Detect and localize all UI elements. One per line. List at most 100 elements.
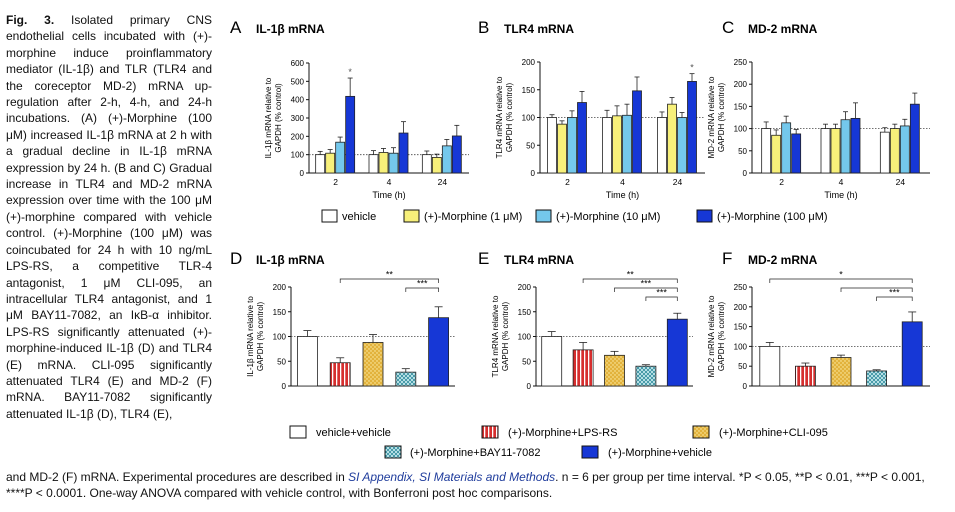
legend-label-1: (+)-Morphine+LPS-RS [508,427,617,439]
bar-d-0 [296,336,318,387]
caption-tail-end: . n = 6 per group per time interval. *P … [6,470,925,501]
y-axis-label-line: GAPDH (% control) [505,82,514,152]
bar-a-2-3 [345,95,356,174]
y-axis-label-line: IL-1β mRNA relative to [246,296,255,377]
bar-c-2-3 [791,133,802,174]
si-appendix-link[interactable]: SI Appendix, SI Materials and Methods [348,470,556,484]
bar-b-2-0 [547,117,557,174]
y-tick-label: 0 [743,382,748,391]
y-tick-label: 500 [291,77,305,86]
bar-b-2-1 [557,123,567,174]
y-tick-label: 0 [743,169,748,178]
panel-d: D IL-1β mRNA 0 50 100 150 200 IL-1β mRNA relati… [230,249,455,391]
y-tick-label: 150 [273,308,287,317]
panel-title: IL-1β mRNA [256,22,325,36]
bar-a-24-3 [451,135,462,174]
bar-c-2-1 [771,134,782,174]
panel-letter: B [478,18,489,37]
bar-b-4-1 [612,115,622,174]
legend-label-2: (+)-Morphine+CLI-095 [719,427,828,439]
y-tick-label: 300 [291,114,305,123]
y-tick-label: 0 [300,169,305,178]
x-axis-label: Time (h) [824,190,857,200]
significance-bracket [876,296,913,301]
significance-bracket [840,287,913,292]
panel-e: E TLR4 mRNA 0 50 100 150 200 TLR4 mRNA relative… [478,249,693,391]
bar-c-4-2 [840,119,851,174]
significance-mark: ** [627,270,635,280]
panel-title: MD-2 mRNA [748,22,818,36]
y-tick-label: 50 [277,357,286,366]
y-tick-label: 0 [282,382,287,391]
y-tick-label: 50 [526,141,535,150]
legend-swatch-2 [692,425,710,439]
bar-c-2-0 [761,128,772,174]
bar-c-4-0 [820,128,831,174]
bar-a-24-0 [421,154,432,174]
y-tick-label: 50 [522,357,531,366]
bar-e-4 [666,318,688,387]
bar-f-3 [866,370,887,387]
bar-a-24-2 [441,145,452,174]
x-tick-label: 4 [387,177,392,187]
figure-label: Fig. 3. [6,13,55,27]
y-axis-label-line: TLR4 mRNA relative to [495,76,504,158]
y-tick-label: 100 [518,333,532,342]
significance-bracket [645,296,678,301]
bar-b-2-3 [577,102,587,174]
y-tick-label: 150 [522,86,536,95]
bar-a-4-1 [378,152,389,174]
legend-label-4: (+)-Morphine+vehicle [608,447,712,459]
panel-a: A IL-1β mRNA 0 100 200 300 400 500 600 IL-1β mRNA… [230,18,469,200]
y-axis-label-line: MD-2 mRNA relative to [707,76,716,158]
y-tick-label: 100 [734,342,748,351]
legend-label-0: vehicle+vehicle [316,427,391,439]
significance-mark: * [839,270,843,280]
bar-d-2 [362,342,384,387]
x-tick-label: 4 [620,177,625,187]
y-tick-label: 150 [518,308,532,317]
significance-bracket [339,278,439,283]
y-axis-label-line: MD-2 mRNA relative to [707,295,716,377]
panel-title: TLR4 mRNA [504,253,574,267]
bar-b-24-1 [667,103,677,174]
legend-swatch-0 [321,209,338,223]
y-axis-label-line: GAPDH (% control) [256,301,265,371]
y-tick-label: 100 [734,125,748,134]
bar-b-4-3 [632,90,642,174]
bar-a-2-2 [335,141,346,174]
legend-swatch-4 [581,445,599,459]
bar-e-1 [572,349,594,387]
significance-bracket [769,278,913,283]
y-axis-label: TLR4 mRNA relative toGAPDH (% control) [495,76,514,158]
bar-f-2 [830,357,852,387]
y-tick-label: 100 [522,114,536,123]
y-axis-label: MD-2 mRNA relative toGAPDH (% control) [707,295,726,377]
y-axis-label-line: GAPDH (% control) [501,301,510,371]
y-axis-label-line: GAPDH (% control) [717,82,726,152]
y-axis-label-line: GAPDH (% control) [717,301,726,371]
y-tick-label: 150 [734,102,748,111]
bar-a-24-1 [431,157,442,174]
bar-c-24-0 [879,131,890,174]
y-tick-label: 100 [273,333,287,342]
panel-letter: C [722,18,734,37]
y-tick-label: 50 [738,147,747,156]
bar-c-4-1 [830,128,841,174]
y-tick-label: 250 [734,58,748,67]
bar-b-24-0 [657,117,667,174]
bar-c-4-3 [850,117,861,174]
legend-swatch-2 [535,209,552,223]
significance-bracket [614,287,678,292]
x-tick-label: 24 [896,177,906,187]
y-tick-label: 150 [734,323,748,332]
y-tick-label: 200 [273,283,287,292]
y-tick-label: 200 [734,303,748,312]
bar-c-24-1 [889,128,900,174]
legend-label-3: (+)-Morphine (100 μM) [717,211,828,223]
bar-b-24-3 [687,81,697,174]
bar-c-2-2 [781,122,792,174]
x-tick-label: 4 [839,177,844,187]
panel-f: F MD-2 mRNA 0 50 100 150 200 250 MD-2 mRNA relat… [707,249,930,391]
